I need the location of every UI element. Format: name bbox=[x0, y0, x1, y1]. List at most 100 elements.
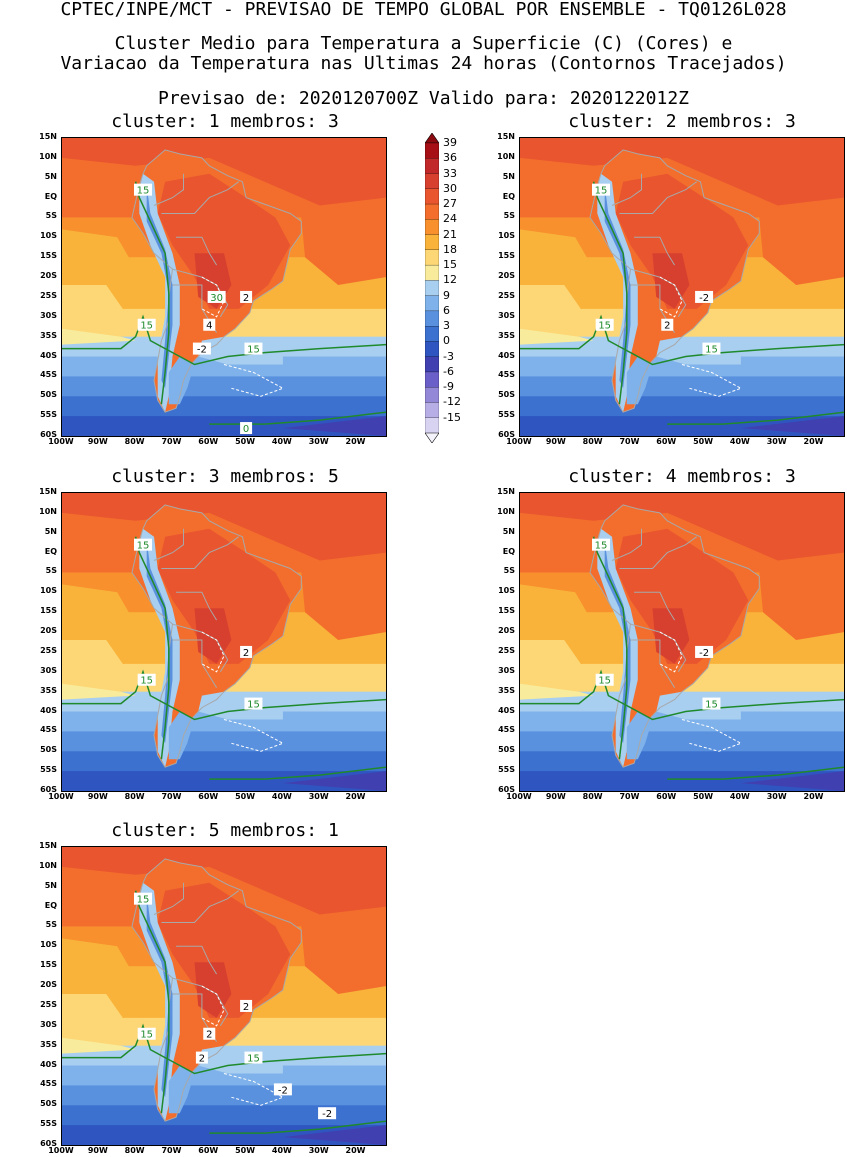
latitude-tick-label: 10S bbox=[498, 231, 515, 241]
longitude-tick-label: 80W bbox=[124, 792, 145, 801]
latitude-tick-label: 50S bbox=[498, 390, 515, 400]
latitude-tick-label: 60S bbox=[498, 430, 515, 439]
forecast-dates: Previsao de: 2020120700Z Valido para: 20… bbox=[157, 88, 689, 109]
longitude-tick-label: 80W bbox=[124, 1146, 145, 1155]
change-contour-label: -2 bbox=[318, 1107, 337, 1120]
latitude-tick-label: 55S bbox=[40, 765, 57, 775]
cluster-4-title: cluster: 4 membros: 3 bbox=[568, 466, 796, 487]
latitude-tick-label: 25S bbox=[40, 645, 57, 655]
latitude-tick-label: 50S bbox=[498, 745, 515, 755]
longitude-tick-label: 60W bbox=[198, 437, 219, 446]
change-contour-label: 2 bbox=[195, 1051, 208, 1065]
temperature-contour-label: 15 bbox=[137, 1027, 156, 1041]
temperature-field-map: 15 15 15 -2 bbox=[520, 493, 844, 791]
colorbar-tick-label: 24 bbox=[443, 212, 457, 226]
latitude-tick-label: 55S bbox=[40, 1119, 57, 1129]
latitude-tick-label: 10N bbox=[497, 506, 515, 516]
latitude-tick-label: 55S bbox=[498, 410, 515, 420]
latitude-tick-label: 45S bbox=[40, 370, 57, 380]
latitude-tick-label: 10N bbox=[39, 506, 57, 516]
colorbar-tick-label: 36 bbox=[443, 151, 457, 165]
longitude-tick-label: 50W bbox=[235, 437, 256, 446]
latitude-tick-label: 45S bbox=[498, 370, 515, 380]
colorbar-tick-label: 30 bbox=[443, 181, 457, 195]
longitude-tick-label: 60W bbox=[198, 792, 219, 801]
latitude-tick-label: 5N bbox=[502, 171, 515, 181]
latitude-tick-label: 20S bbox=[40, 980, 57, 990]
latitude-tick-label: 35S bbox=[498, 330, 515, 340]
figure-subtitle-line1: Cluster Medio para Temperatura a Superfi… bbox=[114, 33, 733, 54]
latitude-tick-label: 15N bbox=[497, 132, 515, 141]
temperature-contour-label: 15 bbox=[134, 892, 152, 906]
longitude-tick-label: 20W bbox=[345, 1146, 366, 1155]
latitude-tick-label: 55S bbox=[40, 410, 57, 420]
colorbar-tick-label: 33 bbox=[443, 166, 457, 180]
longitude-tick-label: 30W bbox=[308, 437, 329, 446]
colorbar-tick-label: 27 bbox=[443, 197, 457, 211]
latitude-tick-label: EQ bbox=[502, 546, 515, 556]
latitude-tick-label: 20S bbox=[40, 626, 57, 636]
longitude-tick-label: 60W bbox=[656, 792, 677, 801]
change-contour-label: -2 bbox=[192, 342, 211, 356]
longitude-tick-label: 70W bbox=[619, 437, 640, 446]
svg-text:15: 15 bbox=[140, 676, 153, 687]
latitude-tick-label: 10N bbox=[39, 860, 57, 870]
latitude-tick-label: 55S bbox=[498, 765, 515, 775]
longitude-tick-label: 80W bbox=[582, 437, 603, 446]
svg-text:15: 15 bbox=[247, 700, 260, 711]
latitude-tick-label: 45S bbox=[40, 725, 57, 735]
latitude-tick-label: 15S bbox=[40, 960, 57, 970]
svg-text:-2: -2 bbox=[197, 345, 207, 356]
latitude-tick-label: 45S bbox=[40, 1079, 57, 1089]
colorbar-tick-label: 3 bbox=[443, 319, 450, 333]
latitude-tick-label: 35S bbox=[498, 685, 515, 695]
latitude-tick-label: 15S bbox=[498, 251, 515, 261]
change-contour-label: -2 bbox=[273, 1083, 292, 1096]
longitude-tick-label: 20W bbox=[803, 437, 824, 446]
cluster-4-map: 15 15 15 -2 bbox=[519, 492, 845, 792]
cluster-3-title: cluster: 3 membros: 5 bbox=[111, 466, 339, 487]
latitude-tick-label: EQ bbox=[502, 191, 515, 201]
longitude-tick-label: 70W bbox=[161, 792, 182, 801]
temperature-contour-label: 15 bbox=[134, 183, 152, 197]
latitude-tick-label: 30S bbox=[40, 1019, 57, 1029]
longitude-tick-label: 40W bbox=[729, 792, 750, 801]
longitude-tick-label: 50W bbox=[693, 437, 714, 446]
change-contour-label: 2 bbox=[240, 999, 253, 1013]
svg-text:2: 2 bbox=[664, 321, 670, 332]
latitude-tick-label: 50S bbox=[40, 1099, 57, 1109]
latitude-tick-label: 5S bbox=[503, 211, 515, 221]
temperature-contour-label: 15 bbox=[592, 183, 610, 197]
longitude-tick-label: 30W bbox=[766, 437, 787, 446]
latitude-tick-label: 5N bbox=[44, 880, 57, 890]
colorbar-tick-label: -12 bbox=[443, 395, 461, 409]
svg-text:2: 2 bbox=[206, 1030, 212, 1041]
latitude-tick-label: 10S bbox=[40, 940, 57, 950]
latitude-tick-label: 5N bbox=[44, 526, 57, 536]
longitude-tick-label: 90W bbox=[87, 437, 108, 446]
svg-text:15: 15 bbox=[705, 700, 718, 711]
latitude-tick-label: 35S bbox=[40, 1039, 57, 1049]
longitude-tick-label: 80W bbox=[582, 792, 603, 801]
cluster-1-map: 15 15 15 30 0 2 4 -2 bbox=[61, 137, 387, 437]
svg-text:15: 15 bbox=[598, 676, 611, 687]
svg-text:30: 30 bbox=[210, 293, 223, 304]
latitude-tick-label: 15N bbox=[39, 841, 57, 850]
longitude-tick-label: 60W bbox=[656, 437, 677, 446]
longitude-tick-label: 100W bbox=[48, 437, 74, 446]
temperature-contour-label: 15 bbox=[592, 538, 610, 552]
svg-text:15: 15 bbox=[595, 541, 608, 552]
latitude-tick-label: 40S bbox=[498, 705, 515, 715]
longitude-tick-label: 30W bbox=[766, 792, 787, 801]
latitude-tick-label: 10S bbox=[40, 586, 57, 596]
colorbar-tick-label: 6 bbox=[443, 303, 450, 317]
colorbar-tick-label: -15 bbox=[443, 410, 461, 424]
latitude-tick-label: 25S bbox=[40, 290, 57, 300]
colorbar-tick-label: 15 bbox=[443, 258, 457, 272]
svg-text:15: 15 bbox=[137, 895, 150, 906]
longitude-tick-label: 90W bbox=[545, 437, 566, 446]
temperature-contour-label: 15 bbox=[595, 673, 614, 687]
longitude-tick-label: 20W bbox=[345, 437, 366, 446]
latitude-tick-label: EQ bbox=[44, 900, 57, 910]
longitude-tick-label: 60W bbox=[198, 1146, 219, 1155]
